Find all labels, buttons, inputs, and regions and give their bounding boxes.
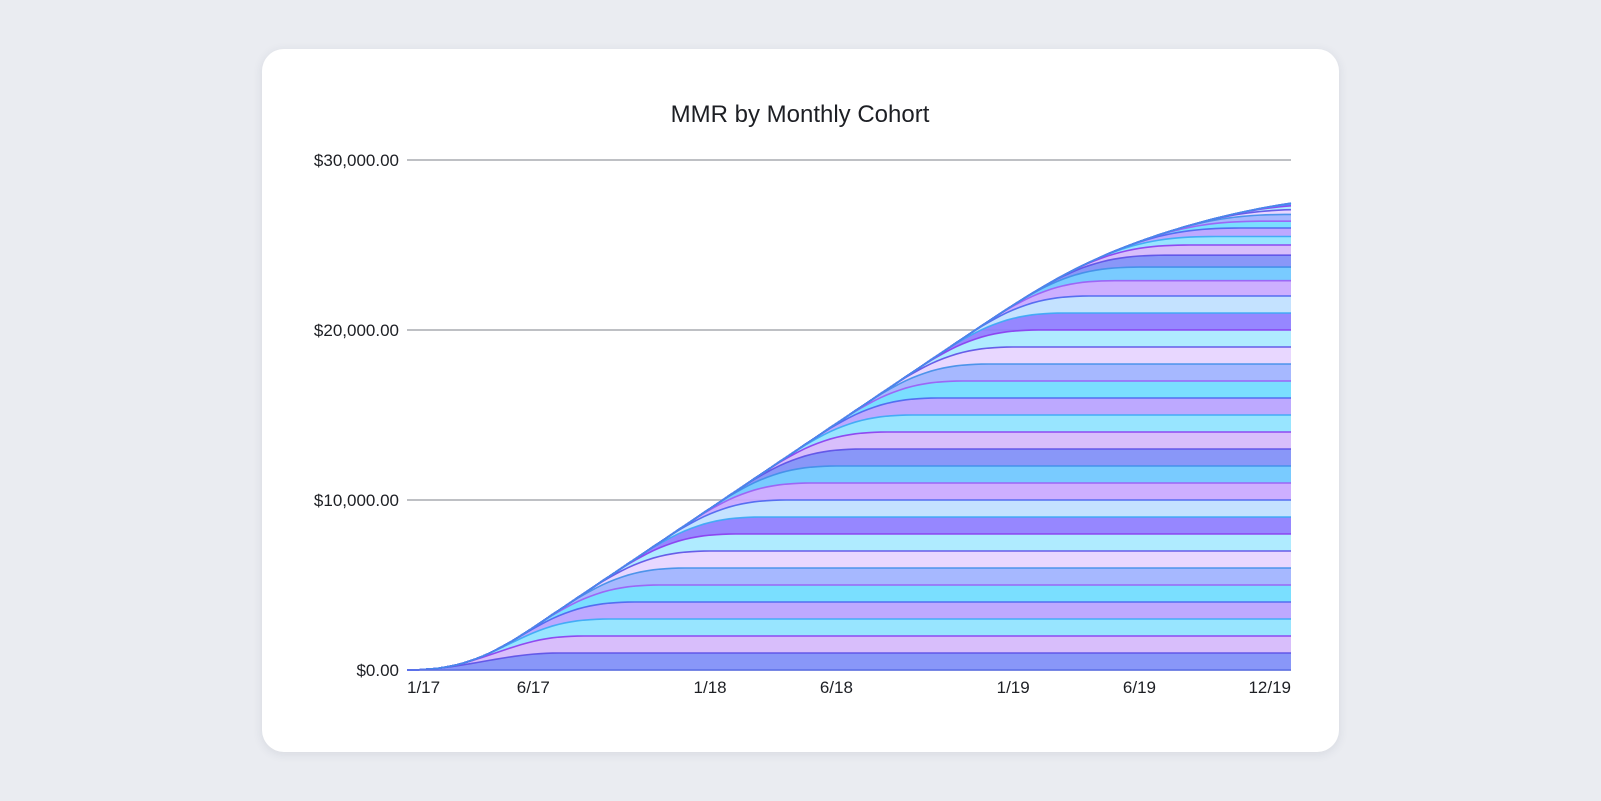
cohort-area-7 [407,551,1291,670]
x-tick-label-3: 6/18 [820,678,853,697]
cohort-area-9 [407,517,1291,670]
cohort-line-36 [406,202,1292,671]
mmr-chart: MMR by Monthly Cohort $0.00 $10,000.00 $20… [314,101,1292,697]
x-tick-label-6: 12/19 [1248,678,1291,697]
x-tick-label-0: 1/17 [407,678,440,697]
x-tick-label-2: 1/18 [694,678,727,697]
y-tick-label-1: $10,000.00 [314,491,399,510]
cohort-lines [406,202,1292,671]
y-tick-label-2: $20,000.00 [314,321,399,340]
x-tick-label-1: 6/17 [517,678,550,697]
x-axis-ticks: 1/17 6/17 1/18 6/18 1/19 6/19 12/19 [407,678,1291,697]
cohort-area-8 [407,534,1291,670]
x-tick-label-5: 6/19 [1123,678,1156,697]
cohort-area-3 [407,619,1291,670]
y-axis-ticks: $0.00 $10,000.00 $20,000.00 $30,000.00 [314,151,399,680]
y-tick-label-0: $0.00 [356,661,399,680]
y-tick-label-3: $30,000.00 [314,151,399,170]
cohort-areas [407,203,1291,670]
x-tick-label-4: 1/19 [997,678,1030,697]
chart-title: MMR by Monthly Cohort [671,101,930,128]
chart-card: MMR by Monthly Cohort $0.00 $10,000.00 $20… [262,49,1339,752]
cohort-area-6 [407,568,1291,670]
cohort-area-1 [407,653,1291,670]
cohort-line-3 [406,618,1291,671]
cohort-line-1 [406,652,1291,671]
cohort-line-2 [406,635,1291,671]
cohort-line-4 [406,601,1291,671]
